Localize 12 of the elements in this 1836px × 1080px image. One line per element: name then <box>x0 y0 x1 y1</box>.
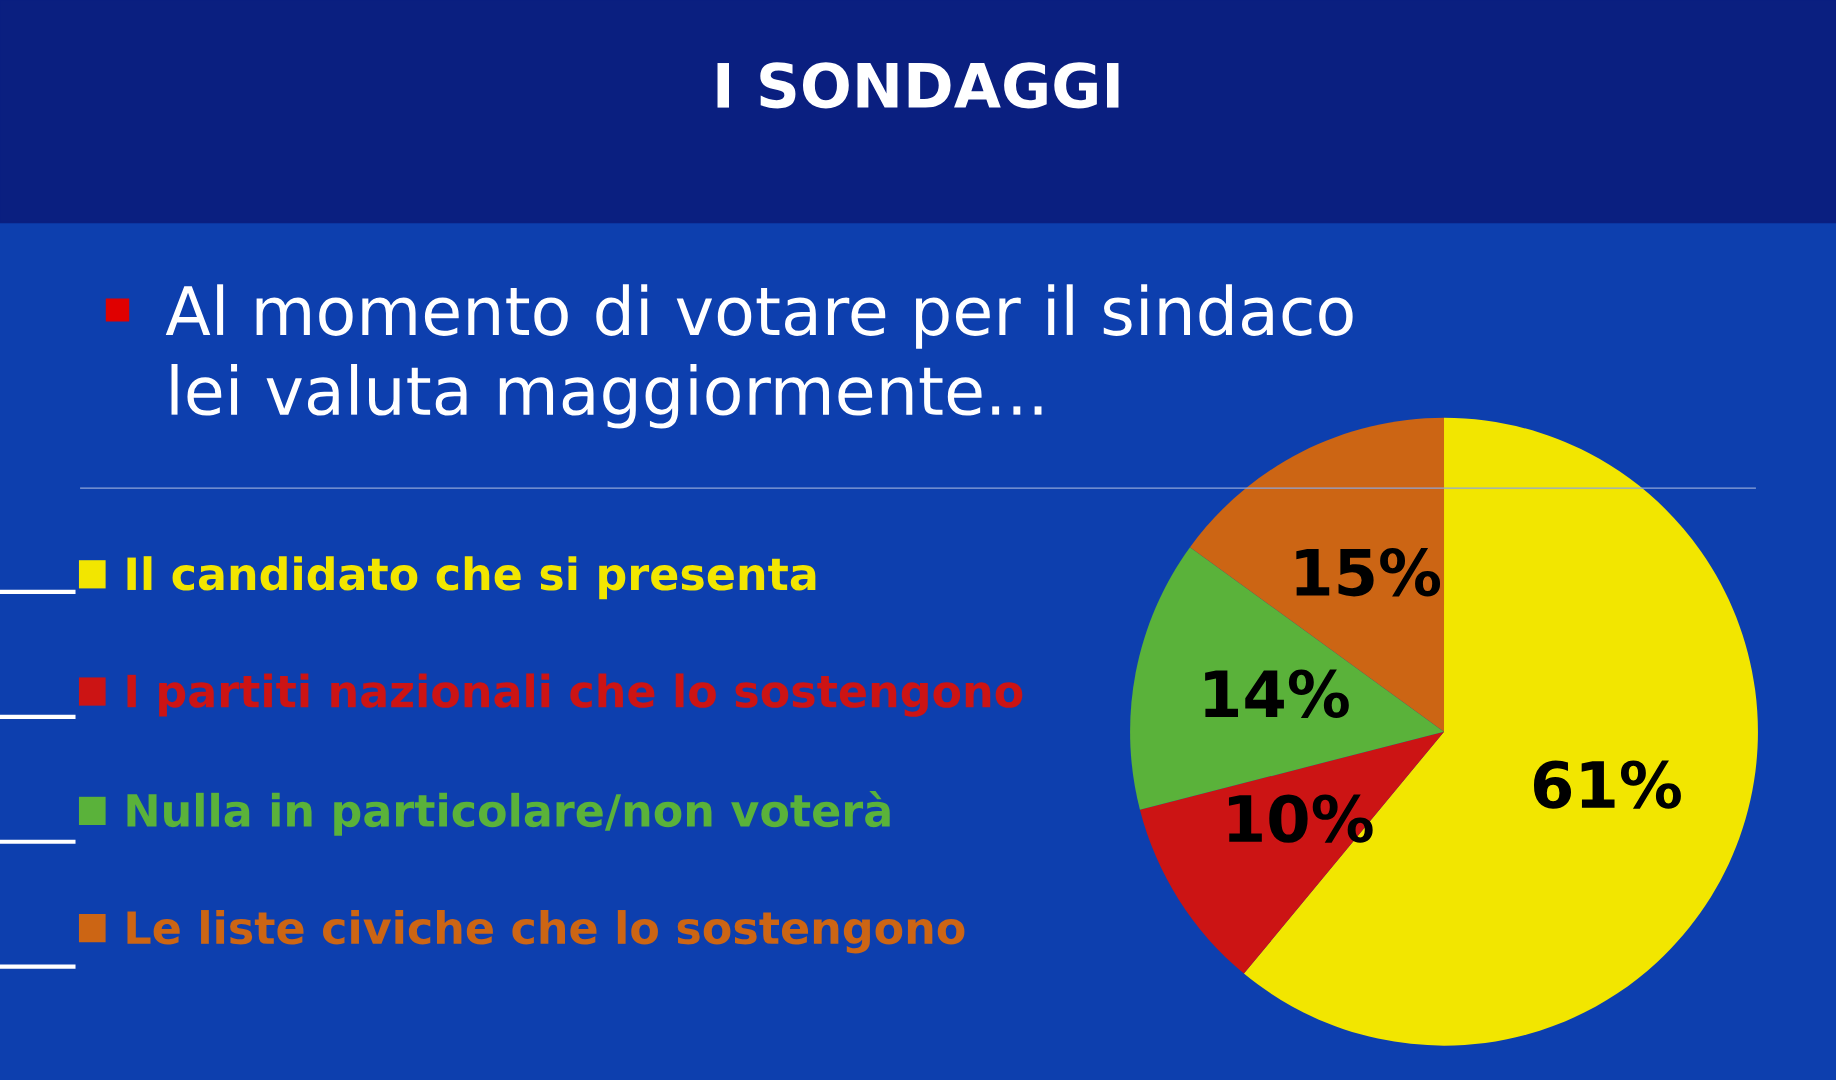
legend-label: I partiti nazionali che lo sostengono <box>127 673 1023 717</box>
data-label: 61% <box>1533 760 1681 809</box>
legend-label: Il candidato che si presenta <box>127 556 816 600</box>
data-label: 10% <box>1228 794 1373 843</box>
data-label: 14% <box>1205 669 1349 718</box>
data-label: 15% <box>1296 548 1441 597</box>
chart-title: I SONDAGGI <box>717 62 1119 109</box>
pie-slice <box>1139 731 1445 974</box>
legend-label: Nulla in particolare/non voterà <box>127 791 890 836</box>
pie-slice <box>1190 417 1445 732</box>
chart-subtitle: Al momento di votare per il sindaco lei valuta maggiormente... <box>165 284 1353 429</box>
legend-label: Le liste civiche che lo sostengono <box>127 910 965 954</box>
